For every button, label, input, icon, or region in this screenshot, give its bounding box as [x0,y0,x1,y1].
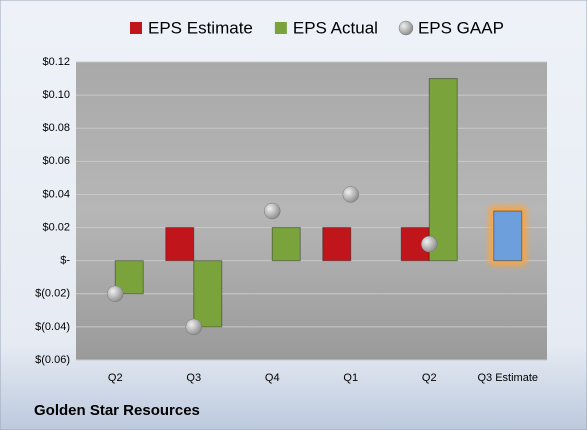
y-tick-label: $0.10 [42,89,70,101]
bar [493,210,523,262]
legend-label: EPS Actual [293,18,378,37]
bar [165,227,195,262]
x-tick-label: Q1 [343,372,358,384]
legend-label: EPS Estimate [148,18,253,37]
bar [271,227,301,262]
x-tick-label: Q4 [265,372,280,384]
gaap-dot [185,318,202,336]
legend-swatch [130,22,142,34]
plot-area [76,62,547,360]
legend-swatch [274,22,287,34]
y-tick-label: $(0.06) [35,354,70,366]
y-tick-label: $0.04 [42,188,70,200]
y-tick-label: $(0.02) [35,288,70,300]
footer: Golden Star Resources [34,402,200,419]
y-tick-label: $- [60,255,70,267]
x-tick-label: Q2 [422,372,437,384]
x-tick-label: Q3 Estimate [477,372,538,384]
gaap-dot [107,285,124,303]
x-tick-label: Q3 [186,372,201,384]
legend-swatch [398,20,414,36]
gaap-dot [264,202,281,220]
gaap-dot [421,235,438,253]
y-tick-label: $0.08 [42,122,70,134]
y-tick-label: $(0.04) [35,321,70,333]
bar [322,227,352,262]
legend-label: EPS GAAP [418,18,504,37]
bar [428,78,458,262]
y-tick-label: $0.02 [42,221,70,233]
x-tick-label: Q2 [108,372,123,384]
gaap-dot [342,186,359,203]
y-tick-label: $0.06 [42,155,70,167]
bar [114,260,144,295]
y-tick-label: $0.12 [42,56,70,68]
bar [193,260,223,328]
